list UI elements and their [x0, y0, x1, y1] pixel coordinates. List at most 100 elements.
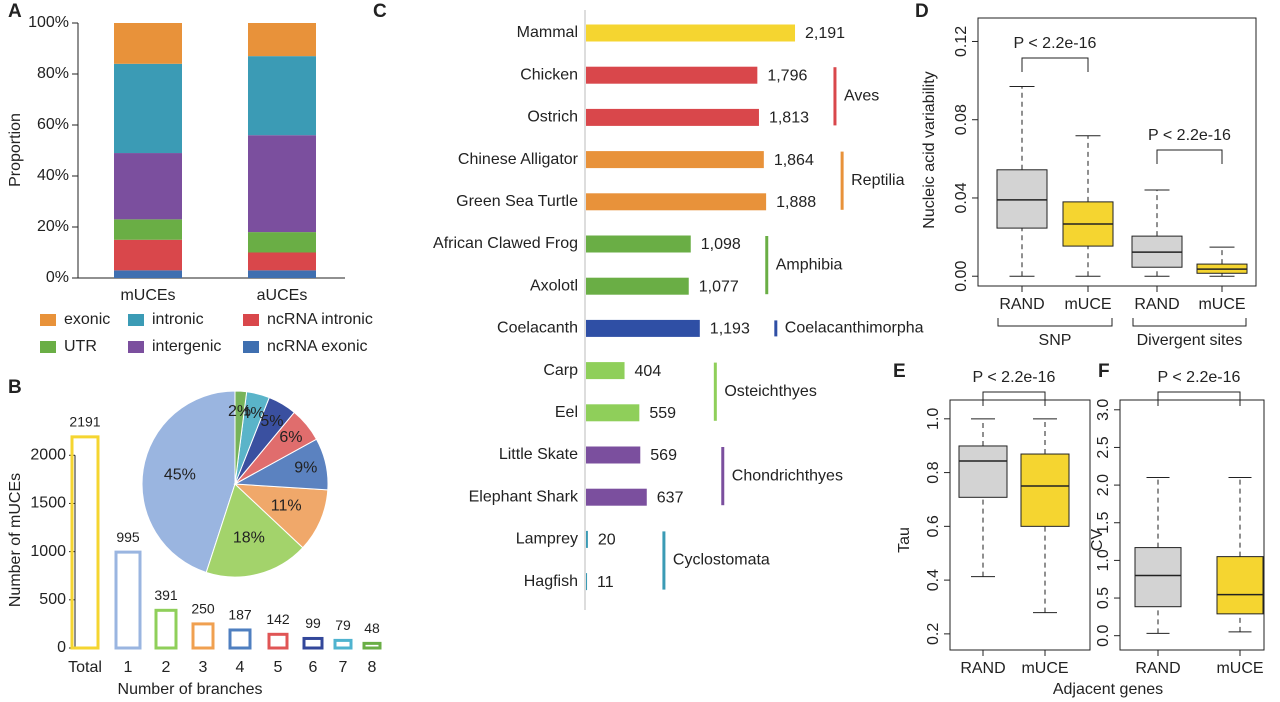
value-label: 1,796: [767, 67, 807, 84]
annotation: P < 2.2e-16: [973, 369, 1056, 386]
bar: [586, 277, 689, 295]
bar: [586, 573, 588, 591]
y-tick-label: 0.12: [953, 26, 970, 57]
slice-label: 4%: [241, 405, 264, 422]
legend-label: exonic: [64, 311, 110, 328]
y-tick-label: 0.08: [953, 104, 970, 135]
value-label: 20: [598, 532, 616, 549]
panel-letter: C: [373, 1, 387, 22]
value-label: 1,864: [774, 152, 814, 169]
value-label: 2191: [69, 414, 100, 430]
y-tick-label: 80%: [37, 65, 69, 82]
panel-letter: E: [893, 361, 906, 382]
bar: [586, 108, 759, 126]
y-tick-label: 1500: [30, 495, 66, 512]
y-tick-label: 3.0: [1095, 399, 1112, 421]
significance-bracket: [1156, 149, 1223, 164]
bar: [586, 446, 641, 464]
value-label: 404: [635, 363, 662, 380]
bar: [586, 404, 640, 422]
y-tick-label: 0.2: [925, 623, 942, 645]
value-label: 1,098: [701, 236, 741, 253]
y-axis-label: Nucleic acid variability: [921, 71, 938, 228]
bar: [586, 235, 691, 253]
legend-label: ncRNA intronic: [267, 311, 373, 328]
x-tick-label: aUCEs: [257, 287, 308, 304]
category-label: Little Skate: [499, 446, 578, 463]
y-tick-label: 1.5: [1095, 512, 1112, 534]
group-brace: [997, 318, 1113, 327]
x-tick-label: 2: [162, 659, 171, 676]
annotation: P < 2.2e-16: [1014, 35, 1097, 52]
y-tick-label: 1000: [30, 543, 66, 560]
value-label: 187: [228, 607, 252, 623]
pie-slice: [234, 390, 248, 485]
x-axis-label: Adjacent genes: [1053, 681, 1163, 698]
x-axis-label: Number of branches: [118, 681, 263, 698]
bar: [586, 193, 767, 211]
legend-swatch: [40, 341, 56, 353]
bar: [586, 530, 588, 548]
slice-label: 11%: [271, 497, 302, 514]
category-label: Axolotl: [530, 277, 578, 294]
category-label: Elephant Shark: [469, 488, 579, 505]
group-label: Reptilia: [851, 172, 904, 189]
x-tick-label: 4: [236, 659, 245, 676]
value-label: 2,191: [805, 25, 845, 42]
significance-bracket: [1157, 391, 1241, 406]
bar: [586, 488, 647, 506]
bar-segment: [114, 23, 182, 64]
x-tick-label: RAND: [960, 660, 1005, 677]
y-tick-label: 0.8: [925, 461, 942, 483]
category-label: Hagfish: [524, 573, 578, 590]
value-label: 995: [116, 529, 140, 545]
bar-segment: [248, 56, 316, 136]
bar: [70, 435, 100, 650]
pie-slice: [141, 390, 236, 574]
bar-segment: [248, 252, 316, 271]
box: [1216, 556, 1264, 615]
bar-segment: [248, 23, 316, 57]
plot-frame: [1119, 399, 1265, 651]
legend-swatch: [40, 314, 56, 326]
bar: [228, 628, 252, 650]
bar: [154, 608, 178, 650]
plot-frame: [949, 399, 1091, 651]
group-label: Chondrichthyes: [732, 467, 843, 484]
category-label: Coelacanth: [497, 320, 578, 337]
y-tick-label: 0.0: [1095, 624, 1112, 646]
bar-segment: [248, 232, 316, 253]
pie-slice: [205, 483, 304, 578]
legend-swatch: [243, 314, 259, 326]
legend-label: intronic: [152, 311, 204, 328]
bar: [333, 638, 353, 650]
panel-letter: F: [1098, 361, 1110, 382]
y-tick-label: 0.00: [953, 261, 970, 292]
panel-letter: D: [915, 1, 929, 22]
x-tick-label: mUCE: [1021, 660, 1068, 677]
bar-segment: [114, 153, 182, 220]
category-label: Mammal: [517, 24, 578, 41]
x-tick-label: 7: [339, 659, 348, 676]
value-label: 11: [597, 574, 614, 591]
legend-label: ncRNA exonic: [267, 338, 368, 355]
box: [996, 169, 1048, 229]
group-brace: [1132, 318, 1247, 327]
x-tick-label: 1: [124, 659, 133, 676]
y-axis-label: Tau: [896, 527, 913, 553]
y-tick-label: 0.6: [925, 515, 942, 537]
slice-label: 45%: [164, 466, 196, 483]
plot-frame: [977, 17, 1257, 287]
x-tick-label: 5: [274, 659, 283, 676]
y-tick-label: 500: [39, 591, 66, 608]
value-label: 1,888: [776, 194, 816, 211]
value-label: 48: [364, 620, 380, 636]
x-tick-label: Total: [68, 659, 102, 676]
category-label: Green Sea Turtle: [456, 193, 578, 210]
category-label: Carp: [543, 362, 578, 379]
y-tick-label: 60%: [37, 116, 69, 133]
category-label: Chinese Alligator: [458, 151, 579, 168]
bar: [586, 151, 764, 169]
bar-segment: [114, 63, 182, 154]
group-label: Aves: [844, 88, 879, 105]
